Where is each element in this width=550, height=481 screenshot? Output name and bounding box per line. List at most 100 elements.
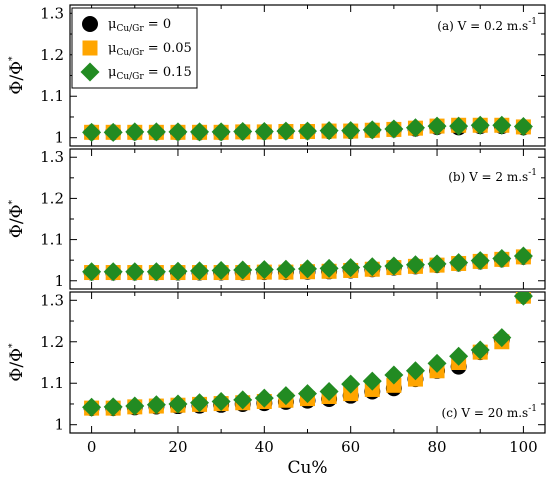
data-point-diamond [233,121,253,141]
data-point-diamond [513,292,533,306]
data-point-diamond [427,353,447,373]
data-marks [82,292,533,417]
data-point-diamond [125,262,145,282]
x-tick-label: 20 [168,438,187,456]
data-point-diamond [492,328,512,348]
y-tick-label: 1.1 [40,374,64,392]
data-point-diamond [341,121,361,141]
data-point-diamond [233,390,253,410]
legend-sub: Cu/Gr [116,72,144,82]
y-axis-title: Φ/Φ* [7,56,27,95]
data-point-diamond [384,256,404,276]
y-tick-label: 1.2 [40,46,64,64]
data-point-diamond [190,261,210,281]
y-tick-label: 1.3 [40,4,64,22]
data-point-diamond [254,388,274,408]
legend-marker-square [82,40,98,56]
x-tick-label: 60 [341,438,360,456]
data-point-diamond [254,121,274,141]
data-point-diamond [146,122,166,142]
data-point-diamond [146,395,166,415]
data-point-diamond [405,255,425,275]
data-point-diamond [211,391,231,411]
data-point-diamond [449,116,469,136]
y-axis-title-sup: * [8,199,18,204]
y-tick-label: 1 [54,416,64,434]
data-point-diamond [362,120,382,140]
y-tick-label: 1.1 [40,87,64,105]
y-tick-label: 1.3 [40,148,64,166]
panels: 1 1.1 1.2 1.3 Φ/Φ* (a) V = 0.2 m.s-1 1 1.1 1.2 1.… [7,4,546,434]
panel-c: 1 1.1 1.2 1.3 Φ/Φ* (c) V = 20 m.s-1 [7,291,546,434]
data-point-diamond [168,122,188,142]
data-point-diamond [103,397,123,417]
data-point-square [386,377,402,393]
y-tick-label: 1.2 [40,189,64,207]
data-point-diamond [125,396,145,416]
x-tick-label: 100 [509,438,538,456]
legend-marker-circle [82,16,98,32]
panel-b: 1 1.1 1.2 1.3 Φ/Φ* (b) V = 2 m.s-1 [7,148,546,290]
legend-marker-diamond [80,62,100,82]
data-point-diamond [168,261,188,281]
data-marks [82,246,533,282]
data-point-diamond [319,121,339,141]
data-point-diamond [470,340,490,360]
data-point-diamond [405,361,425,381]
panel-a: 1 1.1 1.2 1.3 Φ/Φ* (a) V = 0.2 m.s-1 [7,4,546,147]
data-point-diamond [427,116,447,136]
y-axis-title-sup: * [8,56,18,61]
data-point-diamond [319,382,339,402]
data-point-diamond [427,254,447,274]
panel-label-sup: -1 [528,404,537,414]
data-point-diamond [82,122,102,142]
y-axis-title: Φ/Φ* [7,343,27,382]
data-point-diamond [276,386,296,406]
data-point-diamond [276,259,296,279]
y-tick-label: 1.3 [40,291,64,309]
data-marks [82,115,533,142]
data-point-diamond [190,122,210,142]
data-point-diamond [190,393,210,413]
data-point-diamond [362,257,382,277]
data-point-diamond [384,365,404,385]
legend-value: = 0.05 [144,41,192,56]
legend-sub: Cu/Gr [116,48,144,58]
data-point-diamond [513,117,533,137]
panel-label: (b) V = 2 m.s-1 [448,168,537,184]
panel-label-sup: -1 [528,17,537,27]
data-point-diamond [492,115,512,135]
x-tick-labels: 0 20 40 60 80 100 [87,438,538,456]
data-point-diamond [341,258,361,278]
y-tick-label: 1.1 [40,231,64,249]
x-axis-title: Cu% [287,458,327,478]
y-tick-label: 1 [54,129,64,147]
data-point-diamond [470,115,490,135]
data-point-diamond [319,258,339,278]
data-point-diamond [211,122,231,142]
y-tick-label: 1 [54,272,64,290]
data-point-diamond [82,262,102,282]
y-tick-label: 1.2 [40,333,64,351]
data-point-diamond [125,122,145,142]
x-tick-label: 40 [255,438,274,456]
y-axis-title-sup: * [8,343,18,348]
data-point-diamond [103,262,123,282]
data-point-diamond [362,371,382,391]
data-point-diamond [254,260,274,280]
data-point-diamond [103,122,123,142]
data-point-diamond [492,249,512,269]
panel-label: (c) V = 20 m.s-1 [442,404,537,420]
panel-label-sup: -1 [528,168,537,178]
data-point-diamond [233,260,253,280]
legend-sub: Cu/Gr [116,24,144,34]
data-point-diamond [513,246,533,266]
data-point-square [343,386,359,402]
x-tick-label: 80 [427,438,446,456]
data-point-diamond [384,119,404,139]
data-point-diamond [298,121,317,141]
legend-value: = 0.15 [144,65,192,80]
x-tick-label: 0 [87,438,97,456]
